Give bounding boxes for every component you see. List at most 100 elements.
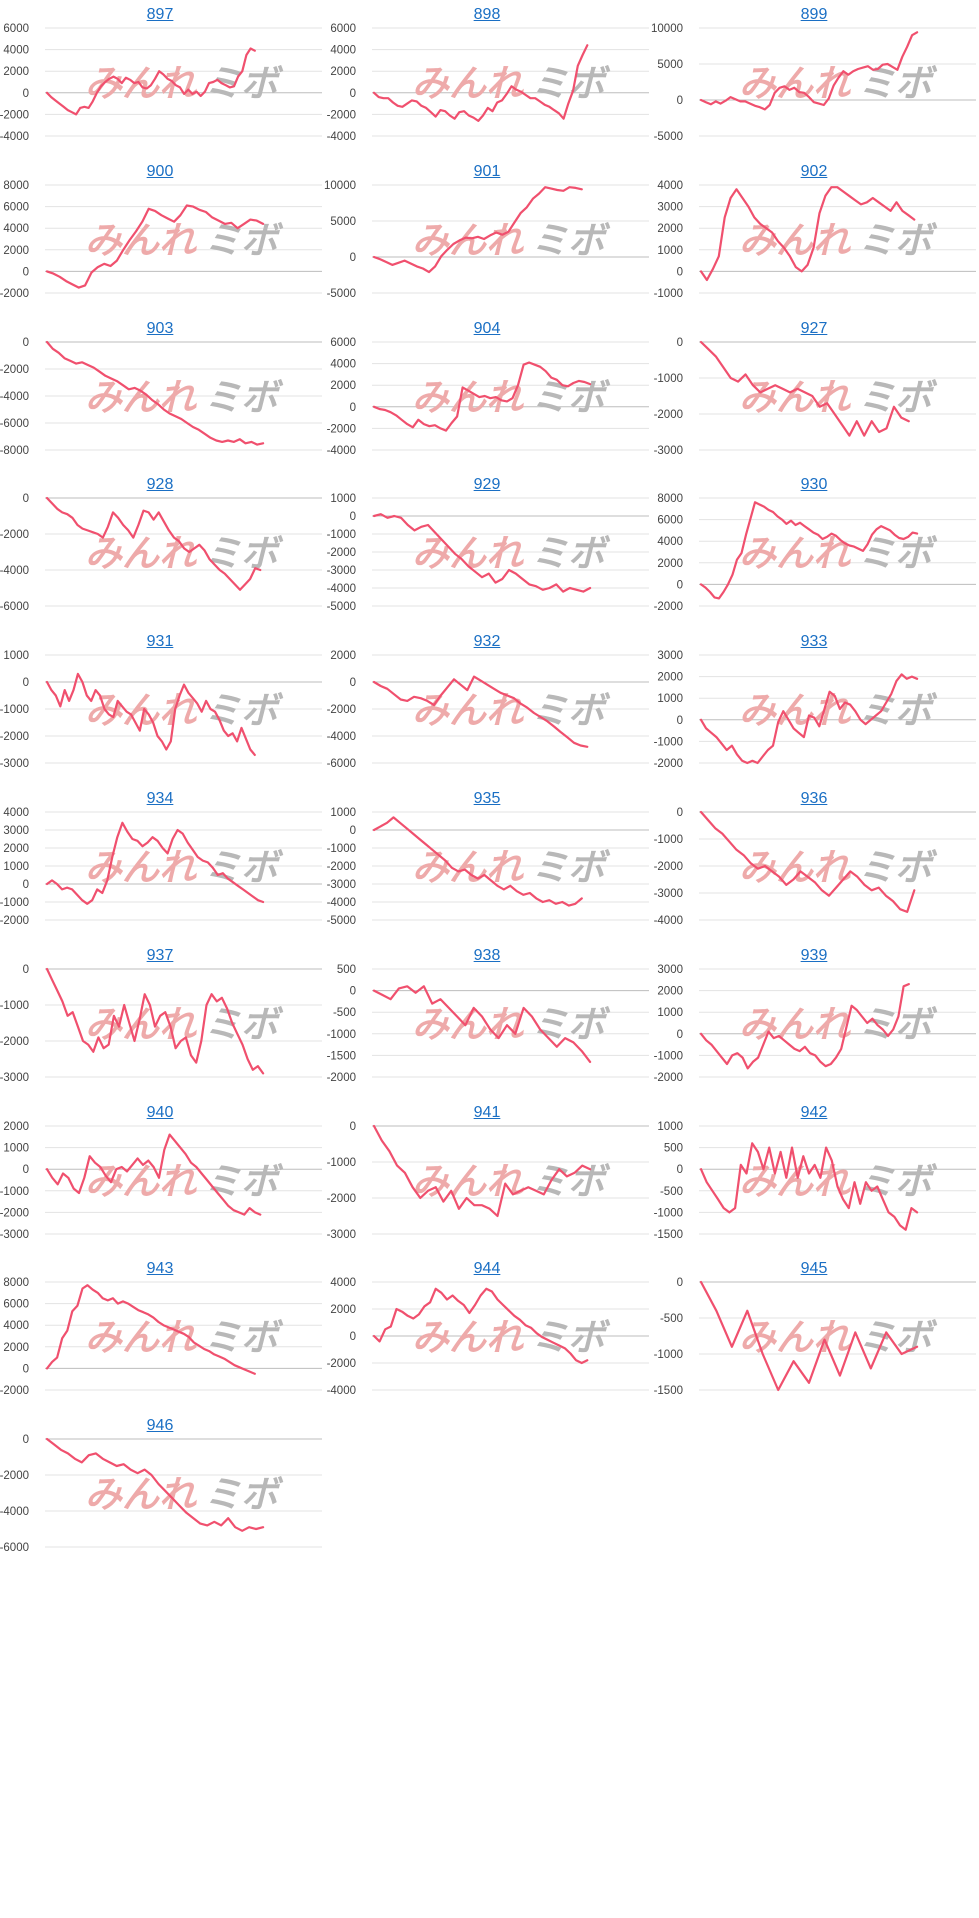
- chart-svg: 1000 0 -1000 -2000 -3000 みんれ ミボ: [0, 650, 322, 770]
- y-tick-label: -2000: [0, 529, 29, 541]
- y-tick-label: -1000: [654, 737, 683, 749]
- y-tick-label: -1500: [654, 1385, 683, 1397]
- watermark-logo: みんれ ミボ: [85, 62, 284, 105]
- y-tick-label: 0: [23, 266, 29, 278]
- watermark-logo: みんれ ミボ: [412, 846, 611, 889]
- chart-svg: 8000 6000 4000 2000 0 -2000 みんれ ミボ: [654, 493, 976, 613]
- chart-title-link[interactable]: 938: [473, 946, 501, 964]
- chart-panel: 900 8000 6000 4000 2000 0 -2000 みんれ ミボ: [0, 157, 322, 349]
- chart-panel: 929 1000 0 -1000 -2000 -3000 -4000 -5000 みんれ ミボ: [327, 470, 649, 662]
- chart-title-link[interactable]: 936: [800, 790, 828, 807]
- chart-title-link[interactable]: 898: [473, 6, 501, 23]
- chart-title-link[interactable]: 930: [800, 476, 828, 494]
- chart-panel: 935 1000 0 -1000 -2000 -3000 -4000 -5000 みんれ ミボ: [327, 784, 649, 976]
- y-tick-label: 0: [677, 1164, 683, 1176]
- y-tick-label: 4000: [3, 45, 29, 57]
- y-tick-label: 2000: [330, 650, 356, 662]
- chart-title-link[interactable]: 932: [473, 633, 501, 651]
- watermark-logo: みんれ ミボ: [739, 1003, 938, 1046]
- series-line: [45, 821, 265, 905]
- watermark-logo: みんれ ミボ: [739, 689, 938, 732]
- chart-svg: 8000 6000 4000 2000 0 -2000 みんれ ミボ: [0, 1277, 322, 1397]
- y-tick-label: 2000: [657, 985, 683, 997]
- chart-title-link[interactable]: 944: [473, 1260, 501, 1278]
- chart-title-link[interactable]: 897: [146, 6, 174, 23]
- chart-title-link[interactable]: 904: [473, 319, 501, 337]
- y-tick-label: 0: [350, 88, 356, 100]
- y-tick-label: 4000: [330, 358, 356, 370]
- watermark-logo: みんれ ミボ: [739, 1316, 938, 1359]
- y-tick-label: -4000: [654, 915, 683, 927]
- chart-title-link[interactable]: 939: [800, 946, 828, 964]
- chart-svg: 0 -500 -1000 -1500 みんれ ミボ: [654, 1277, 976, 1397]
- chart-svg: 1000 0 -1000 -2000 -3000 -4000 -5000 みんれ ミボ: [327, 493, 649, 613]
- series-line: [699, 340, 910, 437]
- y-tick-label: -6000: [0, 1542, 29, 1554]
- y-tick-label: -2000: [0, 109, 29, 121]
- chart-title-link[interactable]: 942: [800, 1103, 828, 1121]
- chart-title-link[interactable]: 934: [146, 790, 174, 807]
- y-tick-label: -4000: [0, 131, 29, 143]
- y-tick-label: -2000: [327, 861, 356, 873]
- y-tick-label: 2000: [3, 1121, 29, 1133]
- watermark-logo: みんれ ミボ: [739, 376, 938, 419]
- series-line: [372, 816, 583, 907]
- chart-title-link[interactable]: 900: [146, 162, 174, 180]
- y-tick-label: 4000: [330, 45, 356, 57]
- y-tick-label: -2000: [327, 423, 356, 435]
- chart-title-link[interactable]: 927: [800, 319, 828, 337]
- chart-panel: 945 0 -500 -1000 -1500 みんれ ミボ: [654, 1254, 976, 1446]
- y-tick-label: -4000: [0, 565, 29, 577]
- chart-title-link[interactable]: 937: [146, 946, 174, 964]
- chart-svg: 1000 500 0 -500 -1000 -1500 みんれ ミボ: [654, 1121, 976, 1241]
- y-tick-label: 0: [23, 88, 29, 100]
- y-tick-label: 0: [23, 879, 29, 891]
- series-line: [372, 185, 583, 273]
- chart-svg: 2000 0 -2000 -4000 -6000 みんれ ミボ: [327, 650, 649, 770]
- y-tick-label: 5000: [657, 59, 683, 71]
- chart-title-link[interactable]: 902: [800, 162, 828, 180]
- y-tick-label: -500: [660, 1313, 683, 1325]
- y-tick-label: -4000: [327, 131, 356, 143]
- y-tick-label: -2000: [0, 915, 29, 927]
- series-line: [699, 810, 916, 914]
- chart-title-link[interactable]: 935: [473, 790, 501, 807]
- y-tick-label: -500: [660, 1185, 683, 1197]
- y-tick-label: -1000: [0, 1000, 29, 1012]
- y-tick-label: 0: [23, 1164, 29, 1176]
- chart-title-link[interactable]: 931: [146, 633, 174, 651]
- y-tick-label: 2000: [330, 1304, 356, 1316]
- chart-panel: 946 0 -2000 -4000 -6000 みんれ ミボ: [0, 1411, 322, 1603]
- chart-title-link[interactable]: 933: [800, 633, 828, 651]
- chart-title-link[interactable]: 899: [800, 6, 828, 23]
- chart-title-link[interactable]: 941: [473, 1103, 501, 1121]
- chart-title-link[interactable]: 903: [146, 319, 174, 337]
- series-line: [372, 1288, 589, 1365]
- chart-title-link[interactable]: 901: [473, 162, 501, 180]
- watermark-logo: みんれ ミボ: [739, 219, 938, 262]
- y-tick-label: -5000: [327, 601, 356, 613]
- y-tick-label: -1000: [327, 1029, 356, 1041]
- y-tick-label: -2000: [654, 1072, 683, 1084]
- chart-title-link[interactable]: 940: [146, 1103, 174, 1121]
- chart-title-link[interactable]: 945: [800, 1260, 828, 1278]
- chart-title-link[interactable]: 943: [146, 1260, 174, 1278]
- watermark-logo: みんれ ミボ: [412, 532, 611, 575]
- y-tick-label: -6000: [327, 758, 356, 770]
- watermark-logo: みんれ ミボ: [85, 689, 284, 732]
- chart-title-link[interactable]: 928: [146, 476, 174, 494]
- y-tick-label: -2000: [327, 1358, 356, 1370]
- y-tick-label: 0: [350, 401, 356, 413]
- series-line: [45, 204, 265, 289]
- chart-panel: 927 0 -1000 -2000 -3000 みんれ ミボ: [654, 314, 976, 506]
- chart-title-link[interactable]: 946: [146, 1417, 174, 1435]
- y-tick-label: -2000: [0, 1036, 29, 1048]
- chart-title-link[interactable]: 929: [473, 476, 501, 494]
- chart-svg: 0 -1000 -2000 -3000 -4000 みんれ ミボ: [654, 807, 976, 927]
- series-line: [699, 1281, 919, 1392]
- y-tick-label: 1000: [657, 693, 683, 705]
- watermark-logo: みんれ ミボ: [739, 62, 938, 105]
- y-tick-label: -2000: [0, 288, 29, 300]
- y-tick-label: 2000: [657, 672, 683, 684]
- y-tick-label: -4000: [327, 445, 356, 457]
